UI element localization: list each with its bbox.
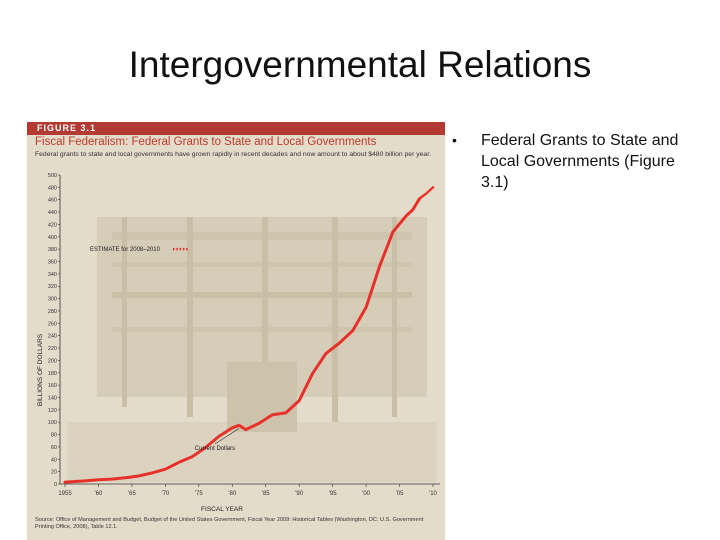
y-tick-label: 120 <box>48 408 57 414</box>
y-tick-label: 100 <box>48 420 57 426</box>
y-tick-label: 440 <box>48 210 57 216</box>
x-tick-label: '65 <box>128 491 136 497</box>
x-tick-label: '75 <box>195 491 203 497</box>
y-tick-label: 220 <box>48 346 57 352</box>
y-tick-label: 420 <box>48 222 57 228</box>
y-tick-label: 40 <box>51 457 57 463</box>
estimate-annotation: ESTIMATE for 2008–2010 <box>90 247 161 253</box>
estimate-series-line <box>418 186 435 200</box>
y-tick-label: 320 <box>48 284 57 290</box>
bullet-marker: • <box>452 132 457 148</box>
y-tick-label: 480 <box>48 185 57 191</box>
y-tick-label: 180 <box>48 371 57 377</box>
y-tick-label: 80 <box>51 433 57 439</box>
y-tick-label: 140 <box>48 395 57 401</box>
current-dollars-annotation: Current Dollars <box>195 446 235 452</box>
y-tick-label: 260 <box>48 321 57 327</box>
x-tick-label: 1955 <box>58 491 72 497</box>
x-tick-label: '90 <box>295 491 303 497</box>
y-tick-label: 500 <box>48 173 57 179</box>
x-tick-label: '95 <box>329 491 337 497</box>
y-tick-label: 20 <box>51 470 57 476</box>
y-tick-label: 300 <box>48 297 57 303</box>
x-tick-label: '05 <box>396 491 404 497</box>
x-tick-label: '10 <box>429 491 437 497</box>
y-tick-label: 460 <box>48 198 57 204</box>
figure-label: FIGURE 3.1 <box>37 123 97 133</box>
y-tick-label: 240 <box>48 334 57 340</box>
x-tick-label: '00 <box>362 491 370 497</box>
y-tick-label: 160 <box>48 383 57 389</box>
current-dollars-pointer <box>214 428 240 445</box>
x-tick-label: '85 <box>262 491 270 497</box>
x-tick-label: '60 <box>95 491 103 497</box>
y-tick-label: 400 <box>48 235 57 241</box>
y-tick-label: 360 <box>48 260 57 266</box>
y-tick-label: 0 <box>54 482 57 488</box>
figure-subtitle: Federal grants to state and local govern… <box>35 151 431 158</box>
y-tick-label: 200 <box>48 358 57 364</box>
x-tick-label: '70 <box>161 491 169 497</box>
construction-photo-background <box>27 122 445 540</box>
grants-line-chart: BILLIONS OF DOLLARS FISCAL YEAR 0 20 40 60 8… <box>37 173 440 513</box>
y-tick-label: 380 <box>48 247 57 253</box>
current-dollars-line <box>63 197 422 484</box>
y-tick-label: 60 <box>51 445 57 451</box>
slide-title: Intergovernmental Relations <box>128 44 592 85</box>
y-tick-label: 280 <box>48 309 57 315</box>
x-tick-label: '80 <box>228 491 236 497</box>
figure-title: Fiscal Federalism: Federal Grants to Sta… <box>35 136 377 148</box>
figure-source-note: Source: Office of Management and Budget,… <box>35 517 424 530</box>
bullet-item: Federal Grants to State and Local Govern… <box>481 132 679 191</box>
x-axis-label: FISCAL YEAR <box>201 506 243 513</box>
y-tick-label: 340 <box>48 272 57 278</box>
figure-header-bar <box>27 122 445 135</box>
figure-3-1: FIGURE 3.1 Fiscal Federalism: Federal Gr… <box>27 122 445 540</box>
y-axis-label: BILLIONS OF DOLLARS <box>37 333 44 406</box>
